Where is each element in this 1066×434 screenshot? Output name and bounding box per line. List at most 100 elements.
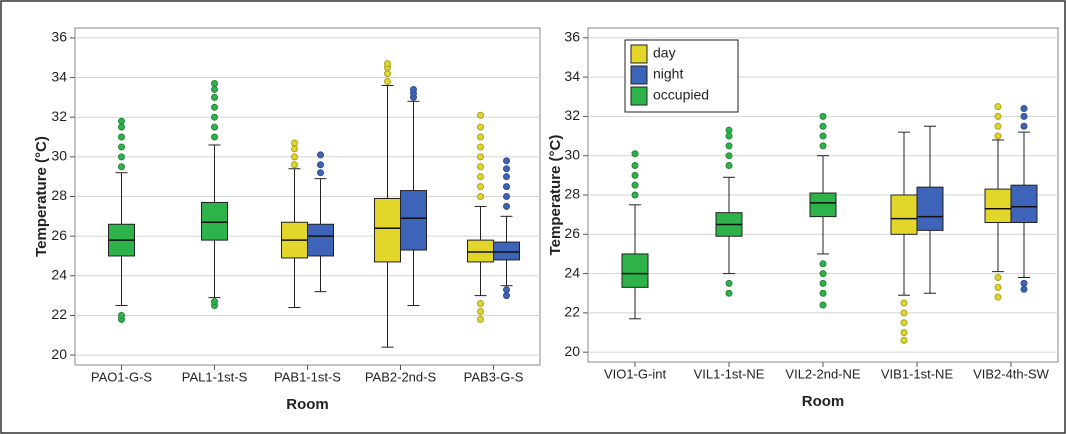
outlier (477, 143, 484, 151)
box (400, 190, 427, 251)
legend-swatch (630, 44, 648, 64)
x-tick-label: PAO1-G-S (91, 369, 152, 384)
outlier (384, 70, 391, 78)
outlier (900, 336, 908, 344)
outlier (994, 122, 1002, 130)
box (984, 188, 1012, 224)
outlier (477, 307, 484, 315)
outlier (631, 171, 639, 179)
outlier (994, 112, 1002, 120)
outlier (900, 309, 908, 317)
outlier (410, 85, 417, 93)
outlier (477, 123, 484, 131)
y-tick-label: 26 (51, 227, 67, 243)
box (374, 197, 401, 263)
outlier (118, 163, 125, 171)
outlier (1020, 112, 1028, 120)
outlier (118, 153, 125, 161)
outlier (1020, 279, 1028, 287)
outlier (503, 286, 510, 294)
outlier (1020, 122, 1028, 130)
y-tick-label: 20 (51, 346, 67, 362)
y-tick-label: 30 (564, 146, 580, 162)
x-tick-label: PAL1-1st-S (182, 369, 248, 384)
outlier (503, 157, 510, 165)
y-tick-label: 24 (51, 266, 67, 282)
y-tick-label: 28 (51, 187, 67, 203)
outlier (477, 183, 484, 191)
box (621, 253, 649, 288)
box (307, 223, 334, 257)
x-axis-title: Room (286, 396, 329, 413)
x-tick-label: PAB3-G-S (464, 369, 524, 384)
outlier (994, 283, 1002, 291)
outlier (118, 117, 125, 125)
outlier (819, 142, 827, 150)
outlier (819, 260, 827, 268)
outlier (211, 85, 218, 93)
outlier (477, 300, 484, 308)
outlier (725, 132, 733, 140)
outlier (477, 163, 484, 171)
outlier (118, 133, 125, 141)
box (493, 241, 520, 261)
outlier (819, 279, 827, 287)
outlier (819, 112, 827, 120)
outlier (291, 153, 298, 161)
outlier (477, 193, 484, 200)
outlier (725, 289, 733, 297)
outlier (211, 123, 218, 131)
outlier (503, 202, 510, 210)
y-tick-label: 28 (564, 186, 580, 202)
outlier (317, 161, 324, 169)
y-tick-label: 36 (564, 29, 580, 45)
y-tick-label: 34 (51, 68, 67, 84)
x-tick-label: VIO1-G-int (604, 366, 667, 381)
legend-label: day (653, 45, 676, 61)
outlier (725, 152, 733, 160)
box (890, 194, 918, 235)
x-axis-title: Room (802, 393, 845, 410)
outlier (211, 113, 218, 121)
outlier (211, 133, 218, 141)
box (809, 192, 837, 218)
outlier (725, 126, 733, 134)
outlier (900, 299, 908, 307)
outlier (118, 143, 125, 151)
legend-label: night (653, 66, 683, 82)
y-tick-label: 26 (564, 225, 580, 241)
outlier (291, 139, 298, 147)
x-tick-label: VIB1-1st-NE (881, 366, 954, 381)
y-tick-label: 32 (564, 107, 580, 123)
x-tick-label: VIL1-1st-NE (694, 366, 765, 381)
outlier (118, 311, 125, 319)
outlier (725, 142, 733, 150)
outlier (503, 165, 510, 173)
outlier (1020, 285, 1028, 293)
x-tick-label: VIL2-2nd-NE (785, 366, 860, 381)
outlier (994, 274, 1002, 282)
outlier (317, 169, 324, 177)
outlier (819, 289, 827, 297)
outlier (631, 162, 639, 170)
box (467, 239, 494, 263)
y-axis-title: Temperature (°C) (33, 136, 50, 257)
outlier (477, 111, 484, 119)
y-tick-label: 32 (51, 108, 67, 124)
outlier (900, 329, 908, 337)
outlier (477, 133, 484, 141)
x-tick-label: PAB1-1st-S (274, 369, 341, 384)
outlier (994, 132, 1002, 140)
y-tick-label: 36 (51, 29, 67, 45)
outlier (725, 279, 733, 287)
outlier (384, 78, 391, 86)
x-tick-label: PAB2-2nd-S (365, 369, 437, 384)
outlier (503, 193, 510, 200)
outlier (900, 319, 908, 327)
outlier (477, 315, 484, 323)
outlier (384, 60, 391, 68)
box (201, 201, 228, 241)
y-tick-label: 24 (564, 264, 580, 280)
